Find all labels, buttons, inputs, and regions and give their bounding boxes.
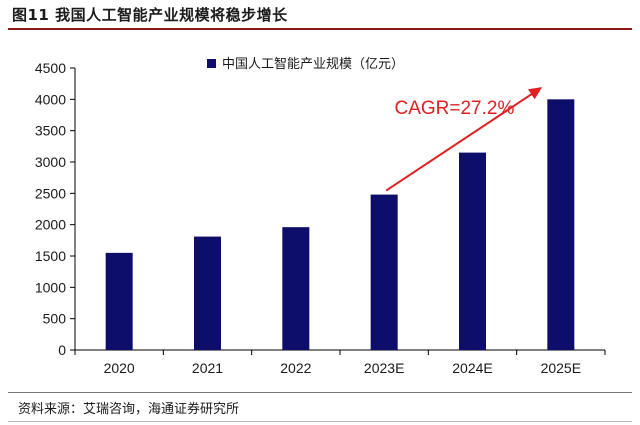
y-tick-label: 0 [58,342,66,358]
figure-title: 图11 我国人工智能产业规模将稳步增长 [12,6,288,24]
bar [105,252,133,350]
y-tick-label: 4000 [35,91,66,107]
x-tick-label: 2025E [541,360,581,376]
legend: 中国人工智能产业规模（亿元） [207,56,404,71]
y-tick-label: 2500 [35,185,66,201]
source-note: 资料来源：艾瑞咨询，海通证券研究所 [18,402,240,417]
bar [459,152,486,350]
x-axis: 2020 2021 2022 2023E 2024E 2025E [74,349,606,376]
legend-swatch [207,59,216,68]
bar [194,236,221,350]
bottom-divider [8,421,632,422]
legend-label: 中国人工智能产业规模（亿元） [222,56,404,71]
y-tick-label: 1000 [35,279,66,295]
source-divider [8,392,632,393]
y-tick-label: 4500 [35,60,66,76]
x-tick-label: 2024E [452,360,492,376]
y-tick-label: 3000 [35,154,66,170]
x-tick-label: 2022 [280,360,311,376]
cagr-arrowhead [528,87,543,100]
x-tick-label: 2020 [104,360,135,376]
x-tick-label: 2023E [364,360,404,376]
y-axis: 0 500 1000 1500 2000 2500 3000 3500 4000 4500 [35,60,76,358]
bar [370,194,398,350]
x-tick-label: 2021 [192,360,223,376]
y-tick-label: 500 [43,311,67,327]
bar-chart: 0 500 1000 1500 2000 2500 3000 3500 4000 4500 202… [35,56,606,376]
cagr-label: CAGR=27.2% [395,98,515,119]
bar [282,227,310,350]
bars [105,99,575,350]
y-tick-label: 2000 [35,217,66,233]
bar [547,99,575,350]
cagr-arrow [385,88,540,192]
y-tick-label: 3500 [35,123,66,139]
y-tick-label: 1500 [35,248,66,264]
cagr-annotation: CAGR=27.2% [385,87,543,192]
title-divider [8,28,632,30]
